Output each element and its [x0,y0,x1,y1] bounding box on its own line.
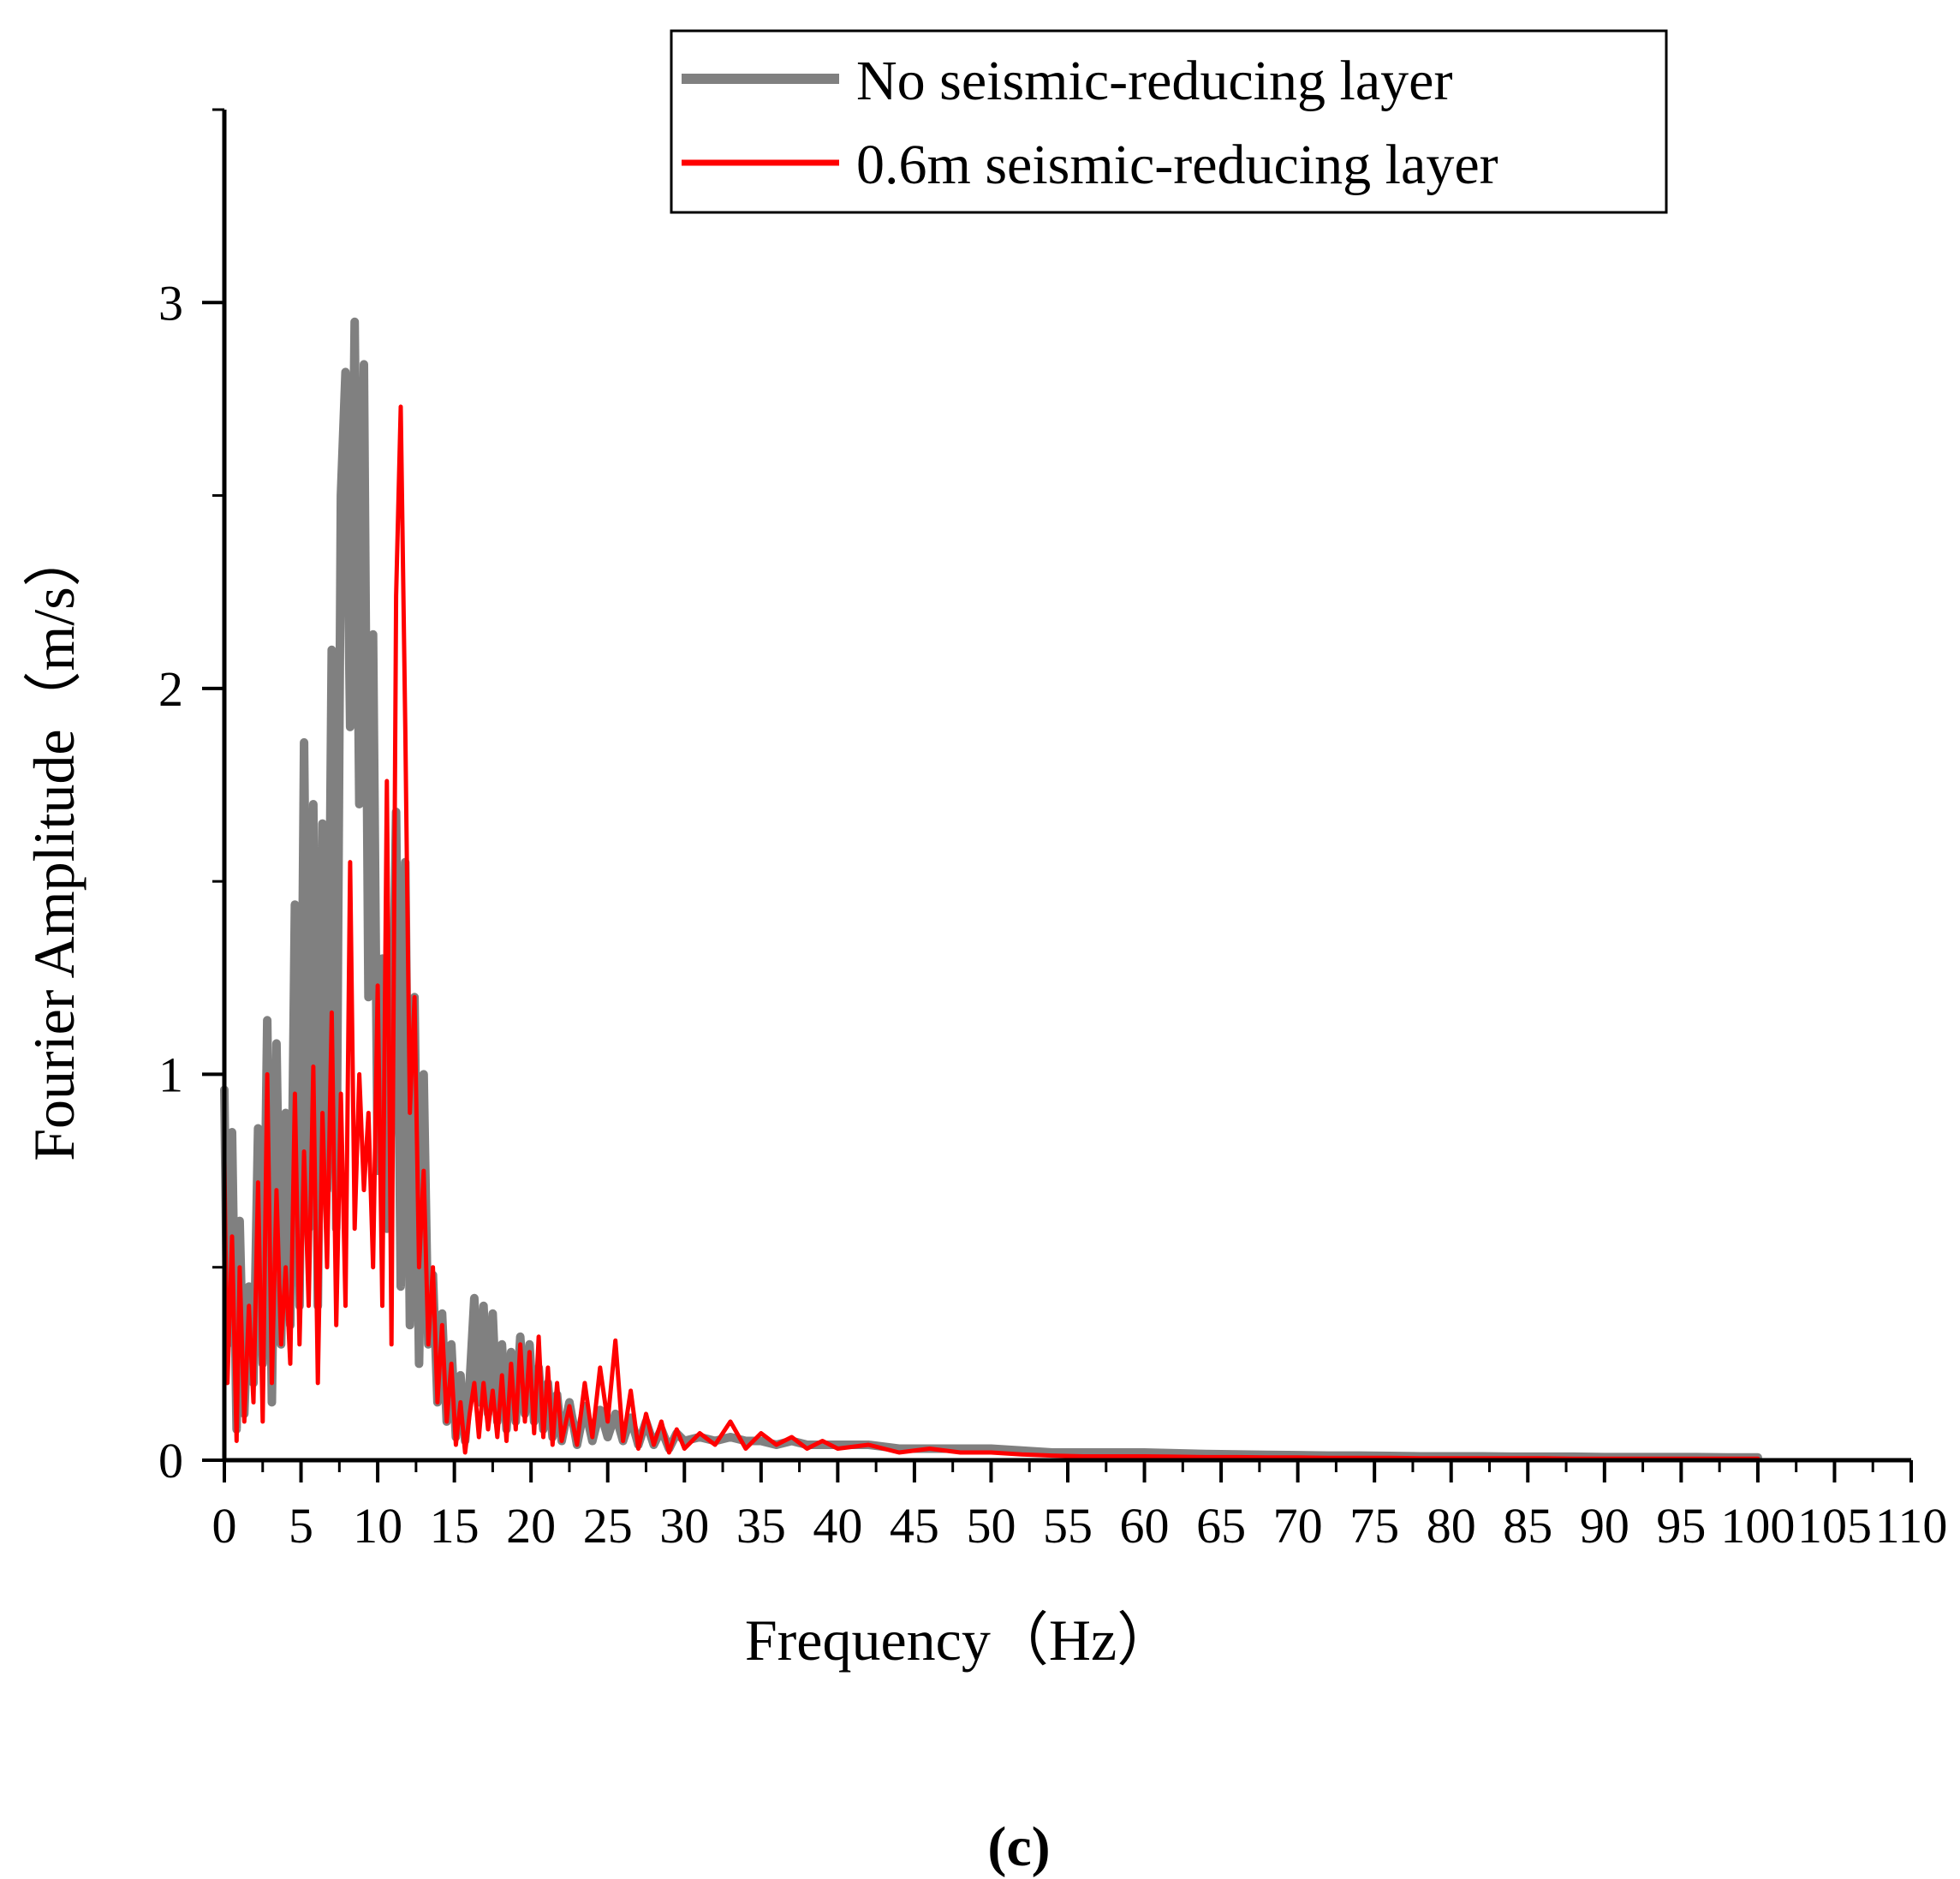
x-axis-ticks: 0 5 10 15 20 25 30 35 40 45 50 55 60 65 70 75 80 85 90 95 10… [212,1460,1948,1554]
x-tick-label: 50 [966,1498,1016,1554]
x-tick-label: 30 [659,1498,709,1554]
y-axis-ticks: 0 1 2 3 [158,108,224,1488]
x-tick-label: 80 [1427,1498,1476,1554]
x-tick-label: 95 [1656,1498,1706,1554]
x-tick-label: 55 [1043,1498,1093,1554]
y-tick-label: 3 [158,275,183,331]
x-tick-label: 105 [1797,1498,1872,1554]
series-line-0 [220,317,1762,1462]
legend: No seismic-reducing layer 0.6m seismic-r… [670,29,1668,214]
x-tick-label: 60 [1120,1498,1170,1554]
y-tick-label: 0 [158,1433,183,1488]
x-tick-label: 100 [1720,1498,1795,1554]
y-axis-title: Fourier Amplitude（m/s） [21,528,86,1161]
x-tick-label: 0 [212,1498,237,1554]
x-tick-label: 110 [1875,1498,1948,1554]
x-tick-label: 85 [1503,1498,1552,1554]
legend-label-no-layer: No seismic-reducing layer [856,50,1452,112]
x-tick-label: 40 [813,1498,862,1554]
x-tick-label: 5 [289,1498,313,1554]
x-tick-label: 20 [506,1498,556,1554]
x-tick-label: 90 [1580,1498,1629,1554]
x-tick-label: 45 [890,1498,939,1554]
legend-label-0-6m-layer: 0.6m seismic-reducing layer [856,134,1498,196]
x-axis-title: Frequency（Hz） [745,1608,1175,1673]
x-tick-label: 35 [736,1498,786,1554]
plot-area [220,317,1762,1462]
x-tick-label: 25 [583,1498,633,1554]
legend-box [670,29,1668,214]
x-tick-label: 10 [353,1498,402,1554]
panel-label: (c) [987,1816,1050,1878]
x-tick-label: 65 [1196,1498,1246,1554]
x-tick-label: 15 [430,1498,480,1554]
y-tick-label: 2 [158,661,183,717]
x-tick-label: 75 [1349,1498,1399,1554]
series-line-1 [222,404,1760,1461]
x-tick-label: 70 [1273,1498,1323,1554]
y-tick-label: 1 [158,1047,183,1102]
axes [222,110,1911,1463]
